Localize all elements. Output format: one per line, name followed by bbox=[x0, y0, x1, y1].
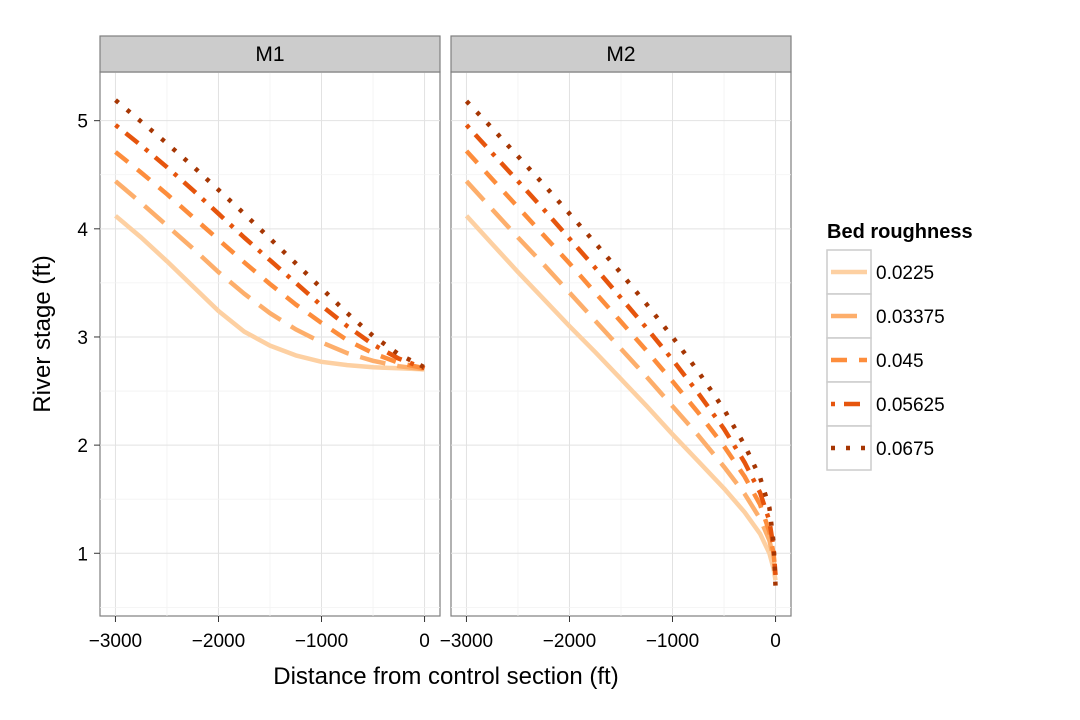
legend-label: 0.045 bbox=[876, 351, 924, 372]
series-line-0.045 bbox=[114, 150, 425, 371]
y-tick-label: 2 bbox=[77, 436, 88, 457]
legend-label: 0.0225 bbox=[876, 263, 934, 284]
series-line-0.05625 bbox=[464, 123, 778, 576]
series-line-0.0225 bbox=[114, 214, 425, 372]
x-tick-label: −2000 bbox=[192, 631, 245, 652]
series-line-0.0675 bbox=[464, 99, 778, 586]
legend-label: 0.03375 bbox=[876, 307, 945, 328]
facet-strip bbox=[450, 35, 792, 73]
series-line-0.05625 bbox=[114, 123, 426, 371]
legend-item: 0.045 bbox=[826, 337, 924, 383]
legend-title: Bed roughness bbox=[827, 221, 973, 243]
x-tick-label: 0 bbox=[770, 631, 781, 652]
legend-label: 0.05625 bbox=[876, 395, 945, 416]
series-line-0.03375 bbox=[464, 179, 778, 576]
x-tick-label: 0 bbox=[419, 631, 430, 652]
panel-m1: M1 bbox=[99, 35, 441, 617]
y-tick-label: 3 bbox=[77, 328, 88, 349]
y-tick-label: 5 bbox=[77, 112, 88, 133]
legend-item: 0.03375 bbox=[826, 293, 945, 339]
x-tick-label: −1000 bbox=[646, 631, 699, 652]
series-line-0.03375 bbox=[114, 179, 425, 372]
legend: Bed roughness 0.0225 0.03375 0.045 0.05625 0… bbox=[826, 221, 973, 471]
facet-strip-label: M2 bbox=[606, 43, 635, 66]
panels: M1 M2 bbox=[99, 35, 792, 617]
y-axis-title: River stage (ft) bbox=[29, 255, 56, 412]
gridlines bbox=[451, 72, 791, 616]
x-tick-label: −2000 bbox=[543, 631, 596, 652]
series-line-0.045 bbox=[464, 149, 778, 573]
facet-strip-label: M1 bbox=[255, 43, 284, 66]
legend-item: 0.05625 bbox=[826, 381, 945, 427]
panel-m2: M2 bbox=[450, 35, 792, 617]
legend-item: 0.0675 bbox=[826, 425, 934, 471]
y-axis: 1 2 3 4 5 bbox=[77, 112, 100, 565]
y-tick-label: 4 bbox=[77, 220, 88, 241]
x-tick-label: −1000 bbox=[295, 631, 348, 652]
facet-strip bbox=[99, 35, 441, 73]
x-tick-label: −3000 bbox=[440, 631, 493, 652]
x-axis-title: Distance from control section (ft) bbox=[273, 663, 618, 690]
gridlines bbox=[100, 72, 440, 616]
legend-label: 0.0675 bbox=[876, 439, 934, 460]
series-line-0.0225 bbox=[464, 214, 778, 581]
x-axis: −3000 −2000 −1000 0 −3000 −2000 −1000 0 bbox=[89, 616, 781, 652]
y-tick-label: 1 bbox=[77, 544, 88, 565]
x-tick-label: −3000 bbox=[89, 631, 142, 652]
legend-item: 0.0225 bbox=[826, 249, 934, 295]
